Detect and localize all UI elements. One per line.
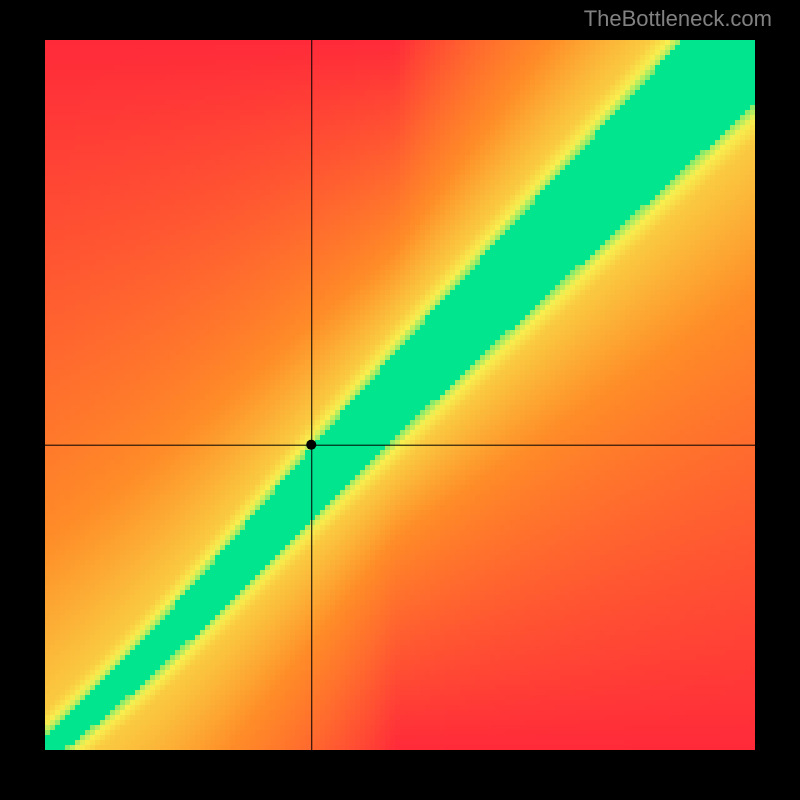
heatmap-canvas bbox=[45, 40, 755, 750]
heatmap-plot bbox=[45, 40, 755, 750]
watermark-text: TheBottleneck.com bbox=[584, 6, 772, 32]
chart-container: TheBottleneck.com bbox=[0, 0, 800, 800]
